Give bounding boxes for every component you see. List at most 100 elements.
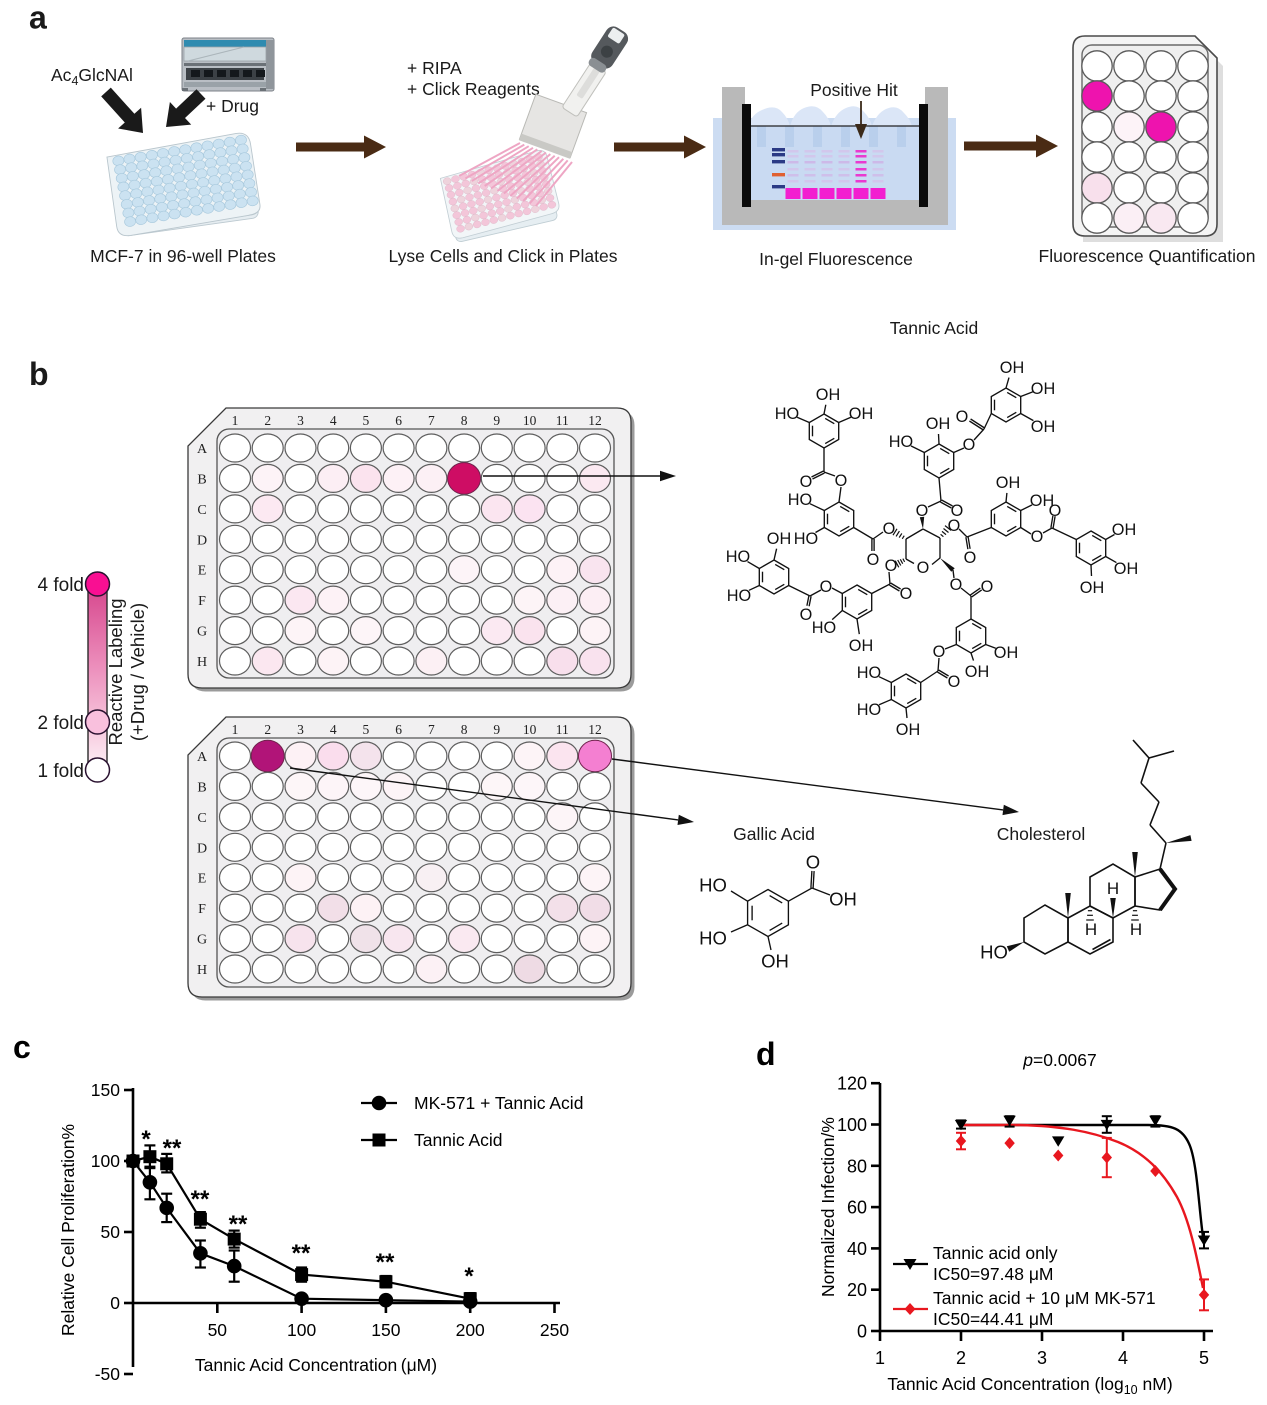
svg-text:C: C [197,503,206,518]
svg-text:In-gel Fluorescence: In-gel Fluorescence [759,249,913,269]
svg-text:3: 3 [297,413,304,428]
svg-text:**: ** [163,1135,182,1162]
svg-text:HO: HO [857,664,881,682]
svg-text:200: 200 [456,1320,485,1340]
svg-text:5: 5 [363,722,370,737]
svg-text:1: 1 [232,722,239,737]
svg-text:OH: OH [1031,380,1055,398]
svg-text:OH: OH [1080,579,1104,597]
svg-text:O: O [948,673,961,691]
svg-text:9: 9 [493,413,500,428]
svg-text:40: 40 [847,1239,867,1259]
svg-text:+ Drug: + Drug [206,96,259,116]
svg-text:20: 20 [847,1280,867,1300]
svg-text:O: O [916,502,929,520]
svg-text:2: 2 [956,1348,966,1368]
svg-text:C: C [197,811,206,826]
svg-text:O: O [963,436,976,454]
svg-text:O: O [964,549,977,567]
svg-text:HO: HO [857,701,881,719]
svg-text:O: O [956,408,969,426]
svg-text:Fluorescence Quantification: Fluorescence Quantification [1039,246,1256,266]
svg-text:A: A [197,750,208,765]
svg-text:OH: OH [996,474,1020,492]
svg-text:Gallic Acid: Gallic Acid [733,824,815,844]
svg-text:O: O [867,551,880,569]
svg-text:HO: HO [794,530,818,548]
svg-text:10: 10 [523,722,537,737]
svg-text:MK-571 + Tannic Acid: MK-571 + Tannic Acid [414,1093,583,1113]
svg-text:2: 2 [264,722,271,737]
svg-text:b: b [29,356,49,392]
svg-text:60: 60 [847,1198,867,1218]
svg-text:O: O [800,606,813,624]
svg-text:0: 0 [857,1322,867,1342]
svg-text:Tannic acid + 10 μM MK-571: Tannic acid + 10 μM MK-571 [933,1288,1156,1308]
svg-text:120: 120 [837,1074,867,1094]
svg-text:Normalized Infection/%: Normalized Infection/% [818,1117,838,1297]
svg-text:**: ** [191,1186,210,1213]
svg-text:11: 11 [556,413,569,428]
svg-text:7: 7 [428,413,435,428]
svg-text:Lyse Cells and Click in Plates: Lyse Cells and Click in Plates [389,246,618,266]
svg-text:100: 100 [287,1320,316,1340]
svg-text:HO: HO [727,587,751,605]
svg-text:Positive Hit: Positive Hit [810,80,898,100]
svg-text:HO: HO [812,619,836,637]
svg-text:HO: HO [788,491,812,509]
svg-text:p=0.0067: p=0.0067 [1022,1050,1096,1070]
svg-text:G: G [197,933,207,948]
svg-text:Tannic Acid: Tannic Acid [414,1130,503,1150]
svg-text:(+Drug / Vehicle): (+Drug / Vehicle) [127,603,148,741]
svg-text:O: O [1031,528,1044,546]
svg-text:A: A [197,442,208,457]
svg-text:4: 4 [1118,1348,1128,1368]
svg-text:Reactive Labeling: Reactive Labeling [105,598,126,745]
svg-text:O: O [933,643,946,661]
svg-text:100: 100 [91,1151,120,1171]
svg-text:O: O [806,852,820,873]
svg-text:1 fold: 1 fold [38,761,84,782]
svg-text:E: E [198,872,207,887]
svg-text:50: 50 [208,1320,228,1340]
svg-text:O: O [917,559,930,577]
svg-text:6: 6 [395,722,402,737]
svg-text:O: O [981,578,994,596]
svg-text:H: H [1107,879,1119,898]
svg-text:OH: OH [994,644,1018,662]
svg-text:IC50=97.48 μM: IC50=97.48 μM [933,1264,1054,1284]
svg-text:6: 6 [395,413,402,428]
svg-text:7: 7 [428,722,435,737]
svg-text:O: O [948,517,961,535]
svg-text:2: 2 [264,413,271,428]
svg-text:D: D [197,841,207,856]
svg-text:H: H [1085,920,1097,939]
svg-text:+ Click Reagents: + Click Reagents [407,79,540,99]
svg-text:12: 12 [588,722,602,737]
svg-text:3: 3 [297,722,304,737]
svg-text:d: d [756,1036,776,1072]
svg-text:H: H [197,963,207,978]
svg-text:OH: OH [1030,492,1054,510]
svg-text:12: 12 [588,413,602,428]
svg-text:B: B [197,472,206,487]
svg-text:**: ** [292,1240,311,1267]
svg-text:Relative Cell Proliferation%: Relative Cell Proliferation% [58,1124,78,1336]
svg-text:**: ** [229,1211,248,1238]
svg-text:80: 80 [847,1156,867,1176]
svg-text:8: 8 [461,722,468,737]
svg-text:HO: HO [699,928,727,949]
svg-text:4: 4 [330,413,337,428]
svg-text:OH: OH [1000,359,1024,377]
svg-text:8: 8 [461,413,468,428]
svg-text:Ac4GlcNAl: Ac4GlcNAl [51,65,133,88]
svg-text:**: ** [376,1249,395,1276]
svg-text:9: 9 [493,722,500,737]
svg-text:HO: HO [699,875,727,896]
svg-text:250: 250 [540,1320,569,1340]
svg-text:OH: OH [767,530,791,548]
svg-text:Tannic Acid: Tannic Acid [890,318,979,338]
svg-text:OH: OH [849,405,873,423]
svg-text:OH: OH [1114,560,1138,578]
svg-text:O: O [951,502,964,520]
